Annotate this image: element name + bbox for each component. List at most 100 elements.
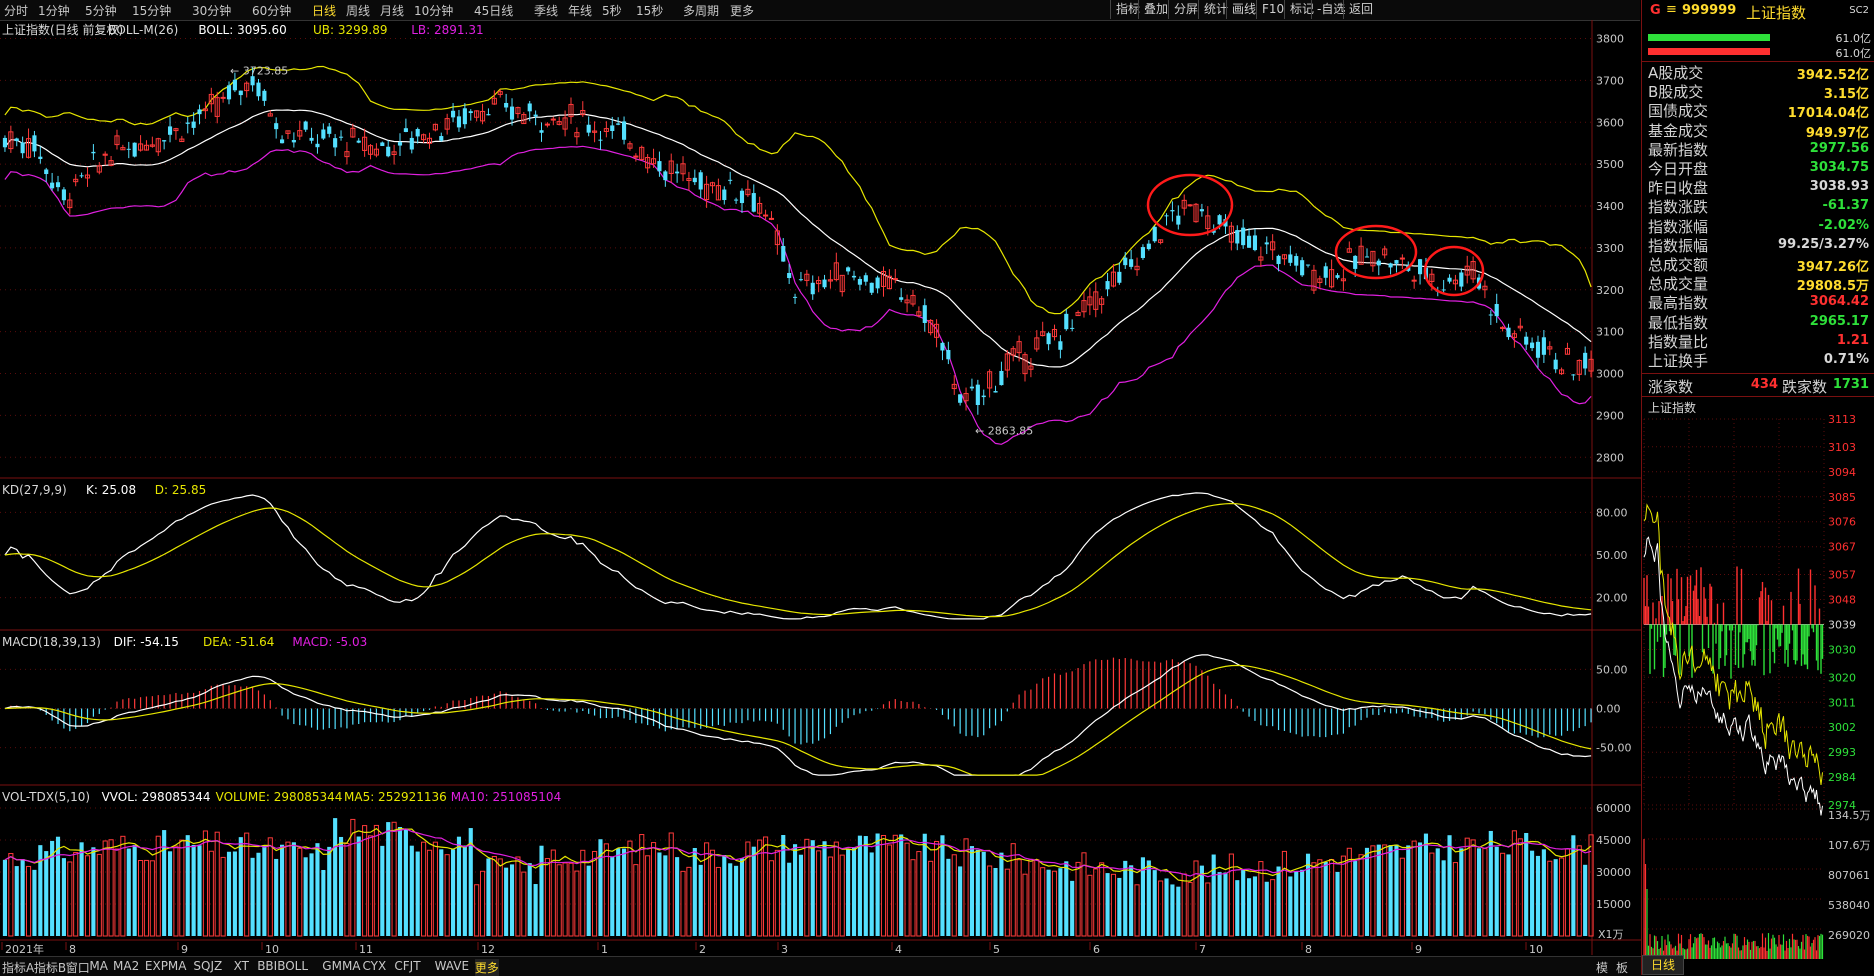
period-tab[interactable]: 月线 xyxy=(380,4,405,18)
x-axis-label: 7 xyxy=(1199,943,1206,956)
volume-bar xyxy=(1323,861,1328,936)
candle-body xyxy=(155,138,161,153)
indicator-tab[interactable]: CYX xyxy=(362,959,387,973)
period-tab[interactable]: 日线 xyxy=(312,4,337,18)
volume-bar xyxy=(657,852,662,936)
period-tab[interactable]: 季线 xyxy=(534,4,559,18)
volume-bar xyxy=(1241,869,1246,936)
indicator-tab[interactable]: CFJT xyxy=(394,959,421,973)
volume-bar xyxy=(1464,837,1470,937)
volume-bar xyxy=(197,845,202,936)
indicator-tab[interactable]: BBIBOLL xyxy=(257,959,309,973)
volume-bar xyxy=(616,848,621,936)
candle-body xyxy=(1099,298,1105,305)
period-tab[interactable]: 多周期 xyxy=(683,4,720,18)
candle-body xyxy=(1228,225,1234,243)
candle-body xyxy=(256,82,261,97)
period-tab[interactable]: 15分钟 xyxy=(132,4,172,18)
period-tab[interactable]: 周线 xyxy=(346,4,371,18)
candle-body xyxy=(504,102,509,108)
volume-bar xyxy=(987,865,993,937)
intraday-vol-tick: 134.5万 xyxy=(1828,809,1871,822)
template-button[interactable]: 模 xyxy=(1596,961,1609,975)
volume-bar xyxy=(1335,871,1340,936)
toolbar-button[interactable]: 标记 xyxy=(1284,0,1319,19)
toolbar-button[interactable]: 画线 xyxy=(1226,0,1261,19)
toolbar-button[interactable]: 统计 xyxy=(1198,0,1233,19)
dif-value: DIF: -54.15 xyxy=(114,635,179,649)
indicator-tab[interactable]: GMMA xyxy=(322,959,361,973)
candle-body xyxy=(981,395,986,398)
volume-bar xyxy=(1553,859,1558,936)
toolbar-button[interactable]: 分屏 xyxy=(1168,0,1203,19)
candle-body xyxy=(1281,254,1288,260)
volume-bar xyxy=(391,821,397,937)
intraday-chart[interactable]: 3113 3103 3094 3085 3076 3067 3057 3048 3039 3030… xyxy=(1642,413,1874,973)
volume-bar xyxy=(539,845,544,936)
volume-bar xyxy=(367,835,374,937)
indicator-tab[interactable]: 更多 xyxy=(474,959,499,976)
kline-chart[interactable]: 3800 3700 3600 3500 3400 3300 3200 3100 3000 2900… xyxy=(0,0,1641,975)
volume-bar xyxy=(1064,861,1069,936)
candle-body xyxy=(344,151,350,158)
stat-value: 949.97亿 xyxy=(1805,125,1869,141)
candle-body xyxy=(362,136,368,151)
candle-body xyxy=(586,124,591,133)
candle-body xyxy=(1247,235,1252,248)
volume-bar xyxy=(610,856,615,936)
period-tab[interactable]: 更多 xyxy=(730,4,755,18)
period-tab[interactable]: 年线 xyxy=(568,4,593,18)
candle-body xyxy=(580,110,586,116)
volume-bar xyxy=(1170,884,1175,936)
volume-bar xyxy=(1199,865,1204,936)
candle-body xyxy=(491,97,497,105)
candle-body xyxy=(1004,353,1010,371)
indicator-tab[interactable]: MA2 xyxy=(113,959,140,973)
candle-body xyxy=(1583,352,1588,369)
period-tab[interactable]: 5秒 xyxy=(602,4,622,18)
volume-bar xyxy=(1117,877,1122,936)
indicator-tab[interactable]: XT xyxy=(233,959,249,973)
toolbar-button[interactable]: F10 xyxy=(1256,0,1289,19)
y-tick-label: 50.00 xyxy=(1596,549,1628,562)
indicator-tab[interactable]: EXPMA xyxy=(144,959,187,973)
period-tab-daily[interactable]: 日线 xyxy=(1642,955,1684,975)
period-tab[interactable]: 30分钟 xyxy=(192,4,232,18)
indicator-tab[interactable]: SQJZ xyxy=(193,959,223,973)
period-tab[interactable]: 1分钟 xyxy=(38,4,70,18)
candle-body xyxy=(550,118,556,121)
volume-bar xyxy=(1247,878,1252,936)
volume-bar xyxy=(491,855,497,937)
period-tab[interactable]: 分时 xyxy=(4,4,29,18)
period-tab[interactable]: 10分钟 xyxy=(414,4,454,18)
indicator-tab[interactable]: 窗口 xyxy=(65,961,90,975)
volume-bar xyxy=(1364,847,1370,936)
period-tab[interactable]: 45日线 xyxy=(474,4,514,18)
candle-body xyxy=(55,182,61,188)
indicator-tab[interactable]: 指标A xyxy=(2,961,35,975)
indicator-tab[interactable]: WAVE xyxy=(434,959,470,973)
period-tab[interactable]: 5分钟 xyxy=(85,4,117,18)
annotation-circle xyxy=(1423,245,1485,297)
candle-body xyxy=(827,279,833,282)
period-tab[interactable]: 15秒 xyxy=(636,4,664,18)
volume-bar xyxy=(44,851,49,936)
volume-bar xyxy=(1217,872,1222,936)
toolbar-button[interactable]: 返回 xyxy=(1343,0,1378,19)
toolbar-button[interactable]: 叠加 xyxy=(1138,0,1173,19)
indicator-tab[interactable]: MA xyxy=(89,959,108,973)
x-axis-label: 6 xyxy=(1093,943,1100,956)
toolbar-button[interactable]: 指标 xyxy=(1110,0,1145,19)
board-button[interactable]: 板 xyxy=(1616,961,1629,975)
candle-body xyxy=(73,178,79,183)
dea-value: DEA: -51.64 xyxy=(203,635,274,649)
indicator-tab[interactable]: 指标B xyxy=(33,961,67,975)
candle-body xyxy=(415,129,420,137)
volume-bar xyxy=(692,847,697,936)
volume-bar xyxy=(869,852,874,936)
period-tab[interactable]: 60分钟 xyxy=(252,4,292,18)
toolbar-button[interactable]: -自选 xyxy=(1311,0,1350,19)
candle-body xyxy=(1058,341,1063,350)
annotation-circle xyxy=(1334,224,1418,280)
menu-icon[interactable]: ≡ xyxy=(1666,2,1677,17)
